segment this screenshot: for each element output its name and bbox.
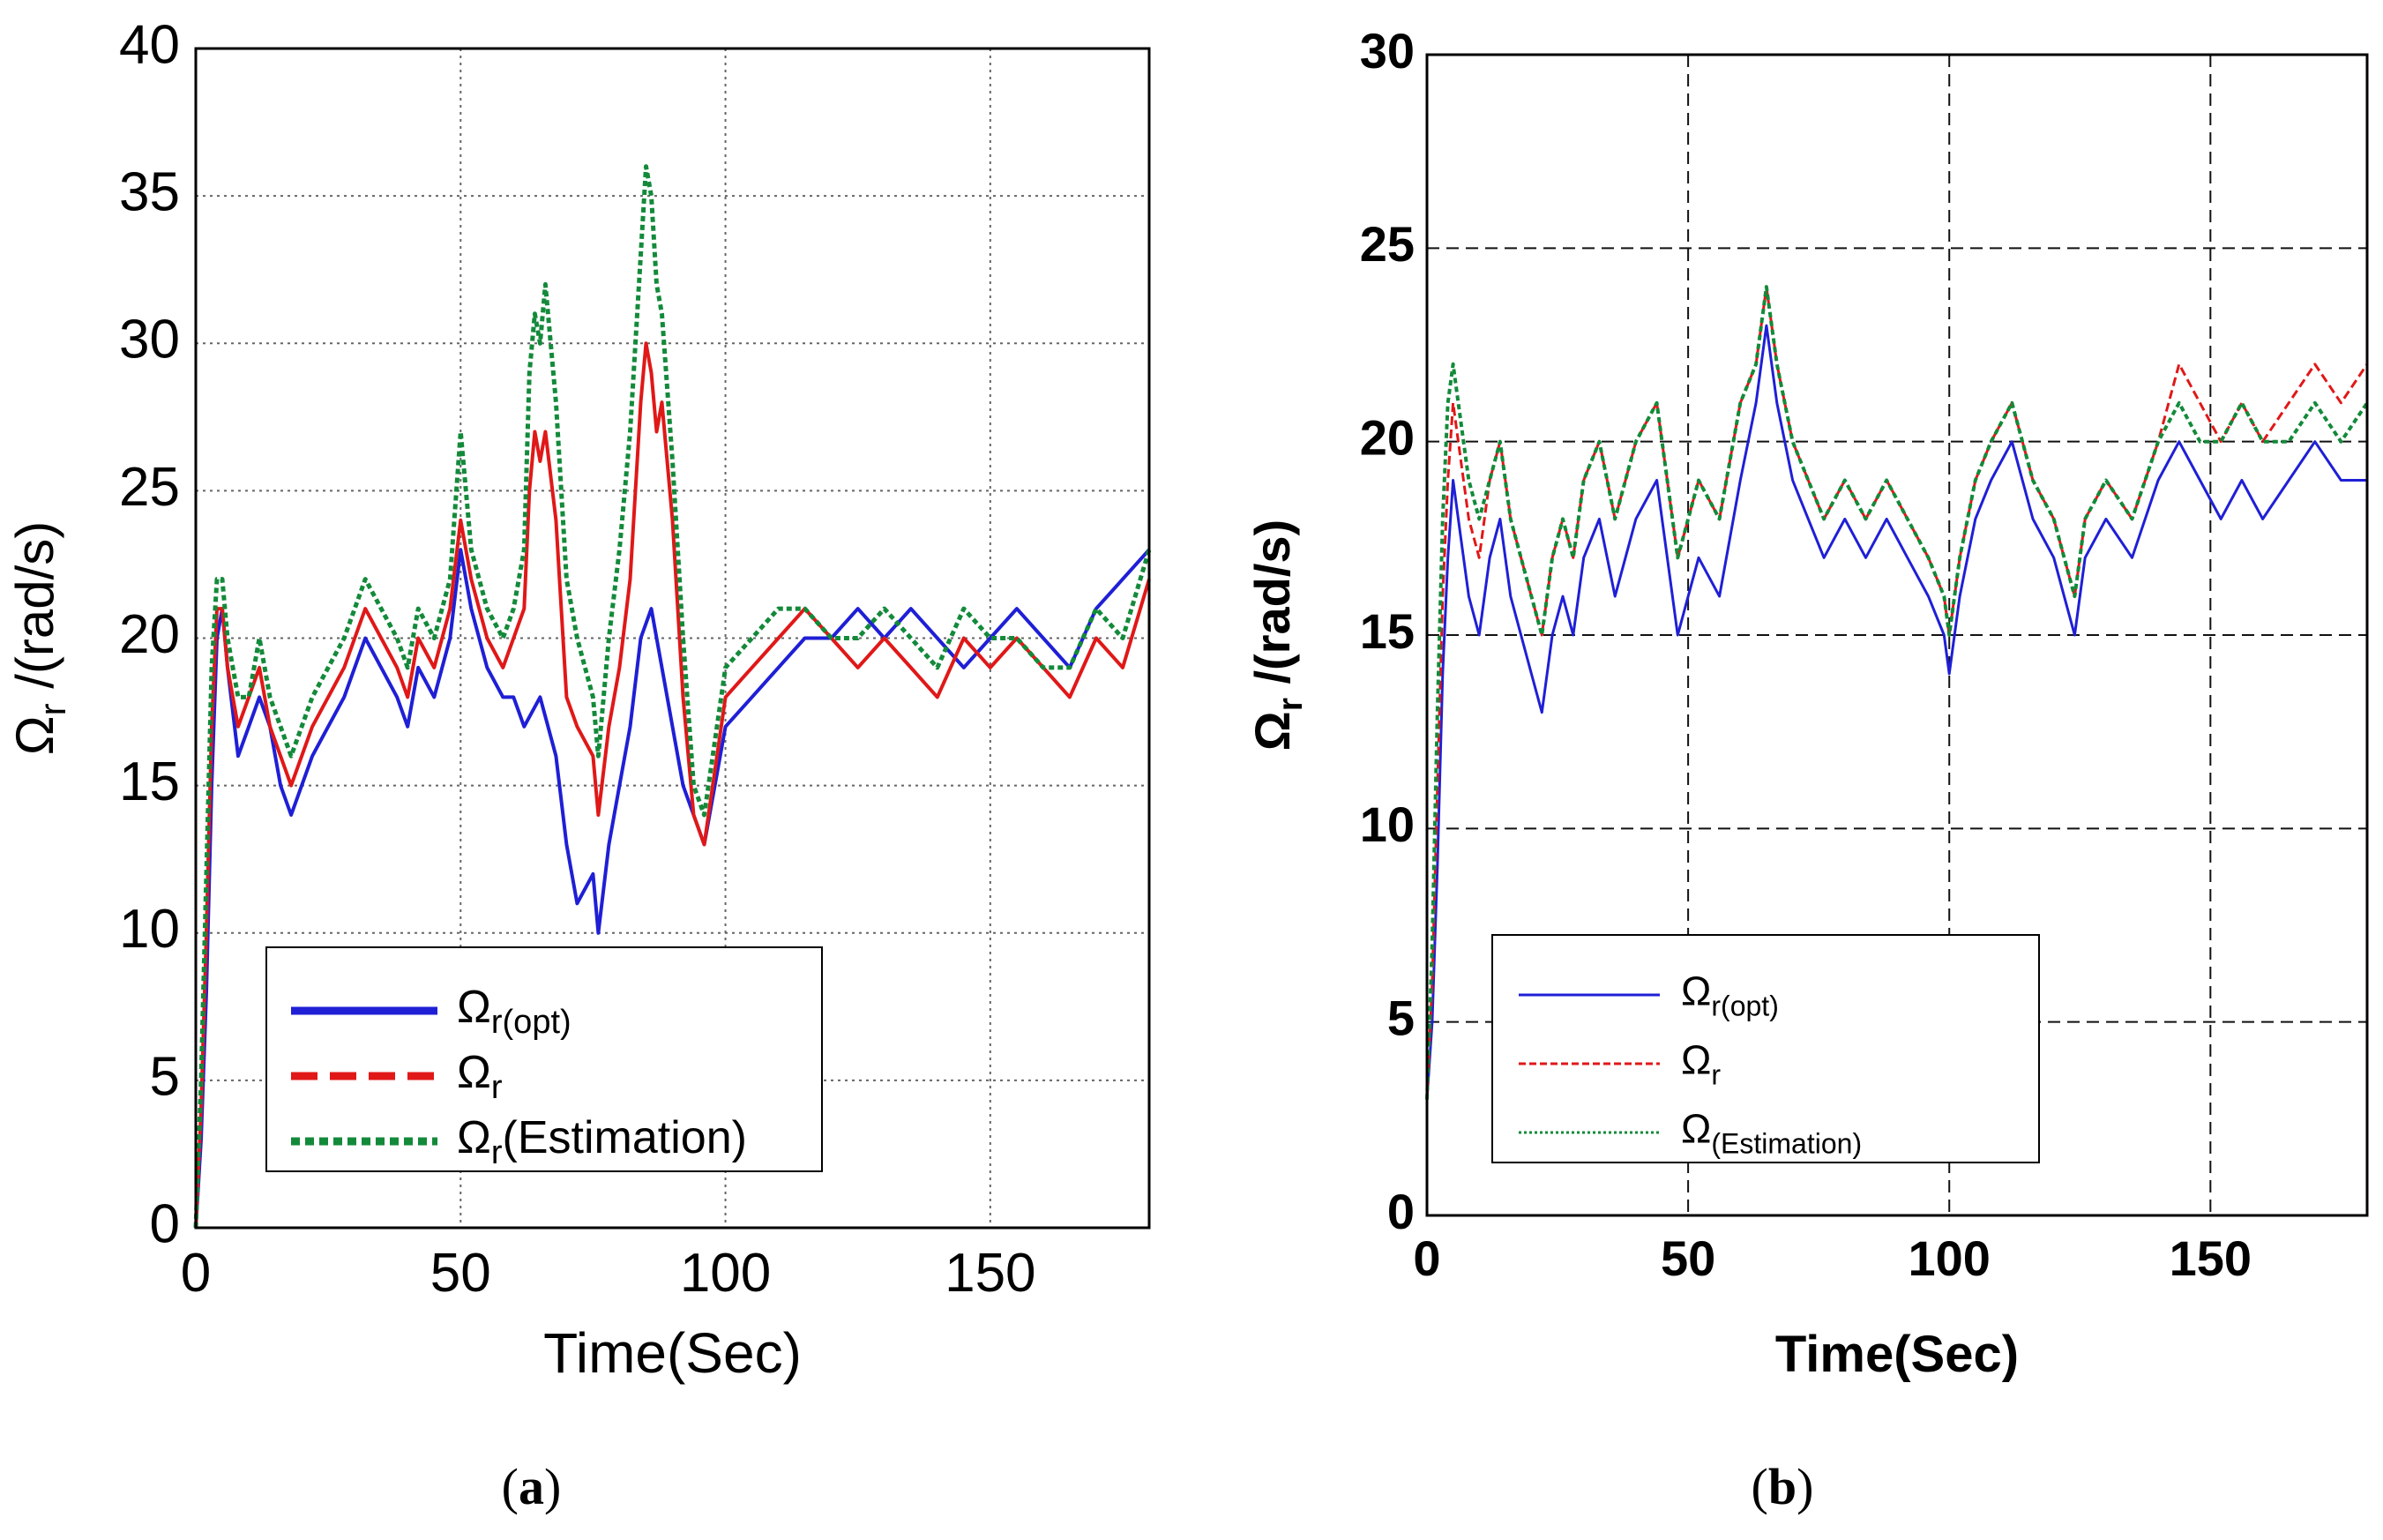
series-line-3 xyxy=(1425,285,2369,1100)
y-tick-label: 5 xyxy=(150,1046,180,1107)
chart-panel-a: 0 5 10 15 20 25 30 35 40 0 50 100 150 Time(Sec) Ωr /(r… xyxy=(5,14,1152,1515)
legend-label: Ωr(opt) xyxy=(457,982,571,1041)
axes-frame xyxy=(1425,53,2369,1217)
legend: Ωr(opt) Ωr Ωr(Estimation) xyxy=(265,946,823,1172)
panel-label: (a) xyxy=(502,1458,562,1515)
series-line-2 xyxy=(194,341,1151,1229)
y-tick-label: 15 xyxy=(1360,603,1415,659)
y-tick-label: 0 xyxy=(1387,1184,1415,1239)
x-tick-label: 50 xyxy=(430,1243,491,1304)
x-tick-label: 0 xyxy=(181,1243,211,1304)
series-line-1 xyxy=(194,548,1151,1229)
legend: Ωr(opt) Ωr Ω(Estimation) xyxy=(1491,934,2040,1163)
y-tick-label: 25 xyxy=(1360,216,1415,272)
y-axis-label: Ωr /(rad/s) xyxy=(5,521,73,756)
legend-box xyxy=(265,946,823,1172)
x-tick-label: 0 xyxy=(1413,1230,1440,1286)
y-tick-label: 35 xyxy=(119,162,180,223)
y-tick-label: 25 xyxy=(119,457,180,518)
x-tick-label: 150 xyxy=(945,1243,1035,1304)
y-tick-label: 5 xyxy=(1387,990,1415,1045)
x-tick-label: 150 xyxy=(2170,1230,2252,1286)
legend-label: Ωr(opt) xyxy=(1681,968,1779,1022)
axes-frame xyxy=(194,47,1151,1230)
x-axis-label: Time(Sec) xyxy=(543,1321,802,1385)
y-tick-label: 20 xyxy=(1360,409,1415,465)
y-tick-label: 0 xyxy=(150,1193,180,1254)
y-tick-label: 30 xyxy=(1360,23,1415,78)
legend-box xyxy=(1491,934,2040,1163)
y-tick-label: 20 xyxy=(119,604,180,665)
legend-label: Ωr xyxy=(1681,1037,1721,1091)
legend-label: Ωr(Estimation) xyxy=(457,1112,747,1171)
y-tick-label: 15 xyxy=(119,751,180,812)
x-tick-label: 100 xyxy=(1909,1230,1991,1286)
x-tick-label: 50 xyxy=(1661,1230,1715,1286)
series-line-3 xyxy=(193,164,1152,1229)
y-axis-label: Ωr /(rad/s) xyxy=(1244,520,1310,751)
legend-label: Ωr xyxy=(457,1047,503,1106)
legend-label: Ω(Estimation) xyxy=(1681,1106,1862,1160)
y-tick-label: 30 xyxy=(119,310,180,370)
chart-panel-b: 0 5 10 15 20 25 30 0 50 100 150 Time(Sec) Ωr /(rad/s… xyxy=(1244,23,2369,1515)
panel-label: (b) xyxy=(1752,1458,1814,1515)
x-tick-label: 100 xyxy=(680,1243,771,1304)
x-axis-label: Time(Sec) xyxy=(1775,1326,2019,1383)
y-tick-label: 10 xyxy=(119,899,180,960)
series-line-1 xyxy=(1425,324,2367,1100)
y-tick-label: 10 xyxy=(1360,796,1415,852)
y-tick-label: 40 xyxy=(119,14,180,75)
